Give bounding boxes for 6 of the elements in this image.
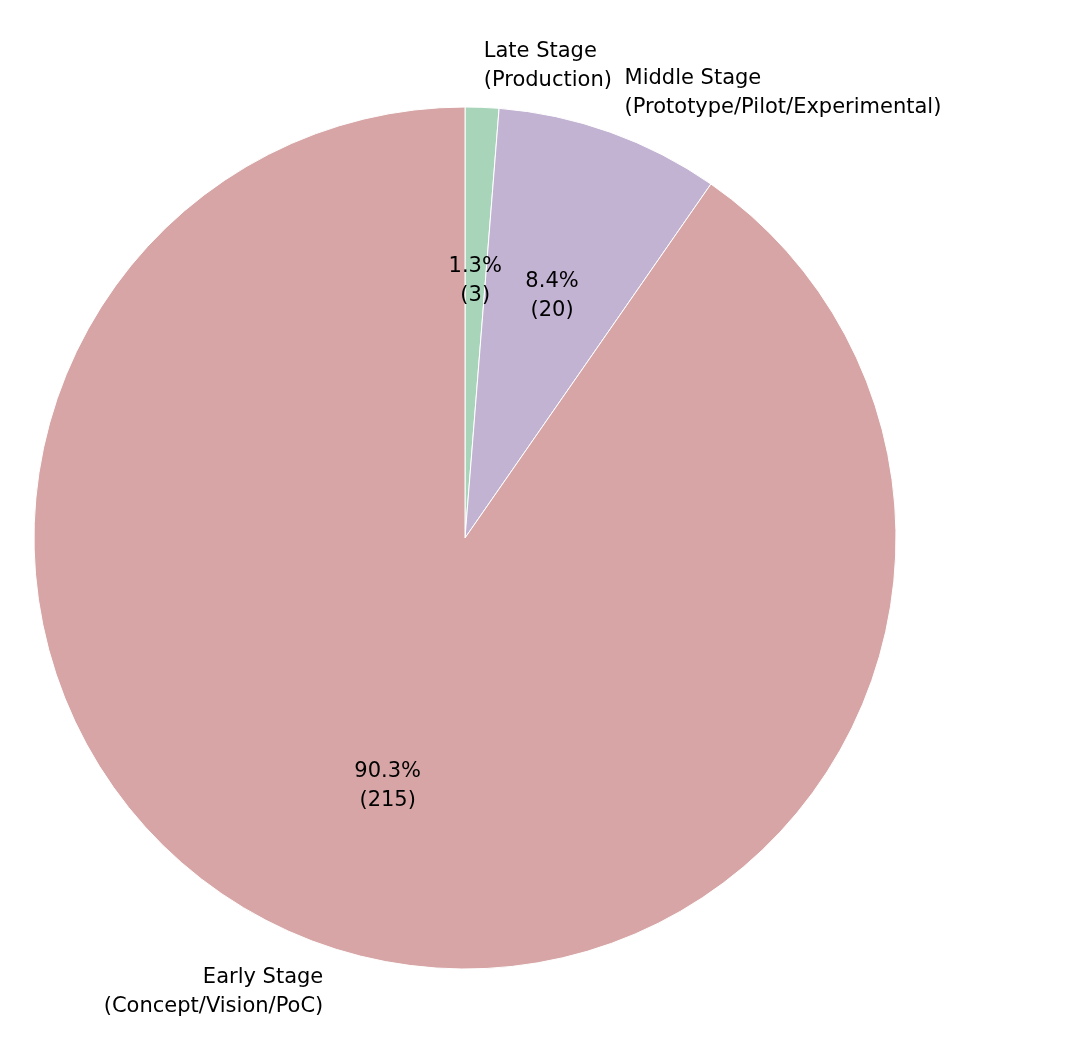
slice-label: Late Stage (Production) — [483, 37, 612, 91]
slice-label: Early Stage (Concept/Vision/PoC) — [103, 963, 324, 1017]
slice-label: Middle Stage (Prototype/Pilot/Experimental) — [624, 65, 942, 119]
data-label: 90.3% (215) — [354, 758, 422, 812]
data-label: 1.3% (3) — [448, 253, 502, 307]
data-label: 8.4% (20) — [525, 267, 579, 321]
